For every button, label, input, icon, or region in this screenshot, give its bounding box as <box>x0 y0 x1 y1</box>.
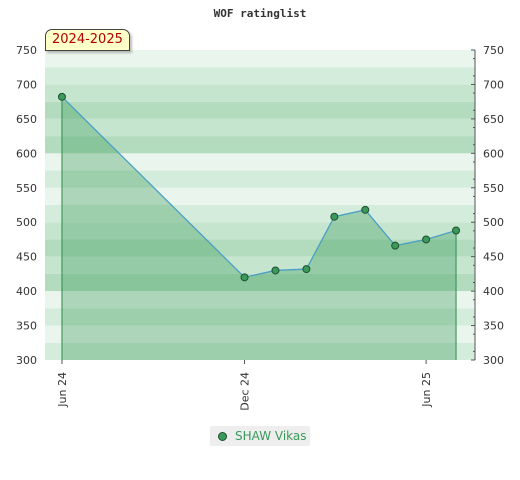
y-tick-label-right: 450 <box>483 251 504 264</box>
grid-band <box>45 273 475 292</box>
background-bands <box>45 50 475 360</box>
grid-band <box>45 118 475 137</box>
y-tick-label-left: 350 <box>16 320 37 333</box>
y-tick-label-left: 650 <box>16 113 37 126</box>
y-tick-label-right: 400 <box>483 285 504 298</box>
legend[interactable]: SHAW Vikas <box>210 426 310 446</box>
data-point <box>330 212 339 221</box>
y-tick-label-right: 650 <box>483 113 504 126</box>
grid-band <box>45 291 475 309</box>
grid-band <box>45 239 475 257</box>
series-area-fill <box>61 96 457 360</box>
y-tick-label-left: 500 <box>16 216 37 229</box>
y-tick-label-left: 750 <box>16 44 37 57</box>
grid-band <box>45 153 475 171</box>
data-point <box>271 266 280 275</box>
data-point <box>422 235 431 244</box>
x-tick-label: Jun 25 <box>420 372 433 408</box>
x-tick-label: Dec 24 <box>239 372 252 411</box>
grid-band <box>45 187 475 205</box>
grid-band <box>45 67 475 85</box>
x-tick-label: Jun 24 <box>56 372 69 408</box>
y-tick-label-left: 300 <box>16 354 37 367</box>
y-tick-label-right: 300 <box>483 354 504 367</box>
season-label: 2024-2025 <box>45 29 130 51</box>
y-tick-label-left: 550 <box>16 182 37 195</box>
y-tick-label-left: 450 <box>16 251 37 264</box>
data-point <box>361 205 370 214</box>
grid-band <box>45 50 475 68</box>
grid-band <box>45 308 475 326</box>
grid-band <box>45 84 475 102</box>
grid-band <box>45 222 475 240</box>
y-tick-label-right: 350 <box>483 320 504 333</box>
data-point <box>391 241 400 250</box>
data-point <box>302 265 311 274</box>
y-tick-label-right: 550 <box>483 182 504 195</box>
data-point <box>240 273 249 282</box>
data-point <box>452 226 461 235</box>
x-axis: Jun 24 Dec 24 Jun 25 <box>56 360 433 411</box>
grid-band <box>45 136 475 154</box>
points-layer <box>57 92 461 282</box>
chart-title: WOF ratinglist <box>214 7 307 20</box>
data-point <box>57 92 66 101</box>
grid-band <box>45 170 475 188</box>
grid-band <box>45 101 475 119</box>
legend-series-name: SHAW Vikas <box>235 429 307 443</box>
y-tick-label-right: 750 <box>483 44 504 57</box>
y-tick-label-right: 700 <box>483 78 504 91</box>
grid-band <box>45 325 475 343</box>
y-tick-label-left: 400 <box>16 285 37 298</box>
y-axis-right: 300 350 400 450 500 550 600 650 700 750 <box>471 44 504 367</box>
grid-band <box>45 256 475 274</box>
y-axis-left: 300 350 400 450 500 550 600 650 700 750 <box>16 44 37 367</box>
y-tick-label-left: 700 <box>16 78 37 91</box>
y-tick-label-right: 600 <box>483 147 504 160</box>
grid-band <box>45 342 475 360</box>
y-tick-label-right: 500 <box>483 216 504 229</box>
y-tick-label-left: 600 <box>16 147 37 160</box>
legend-marker-icon <box>218 431 227 441</box>
